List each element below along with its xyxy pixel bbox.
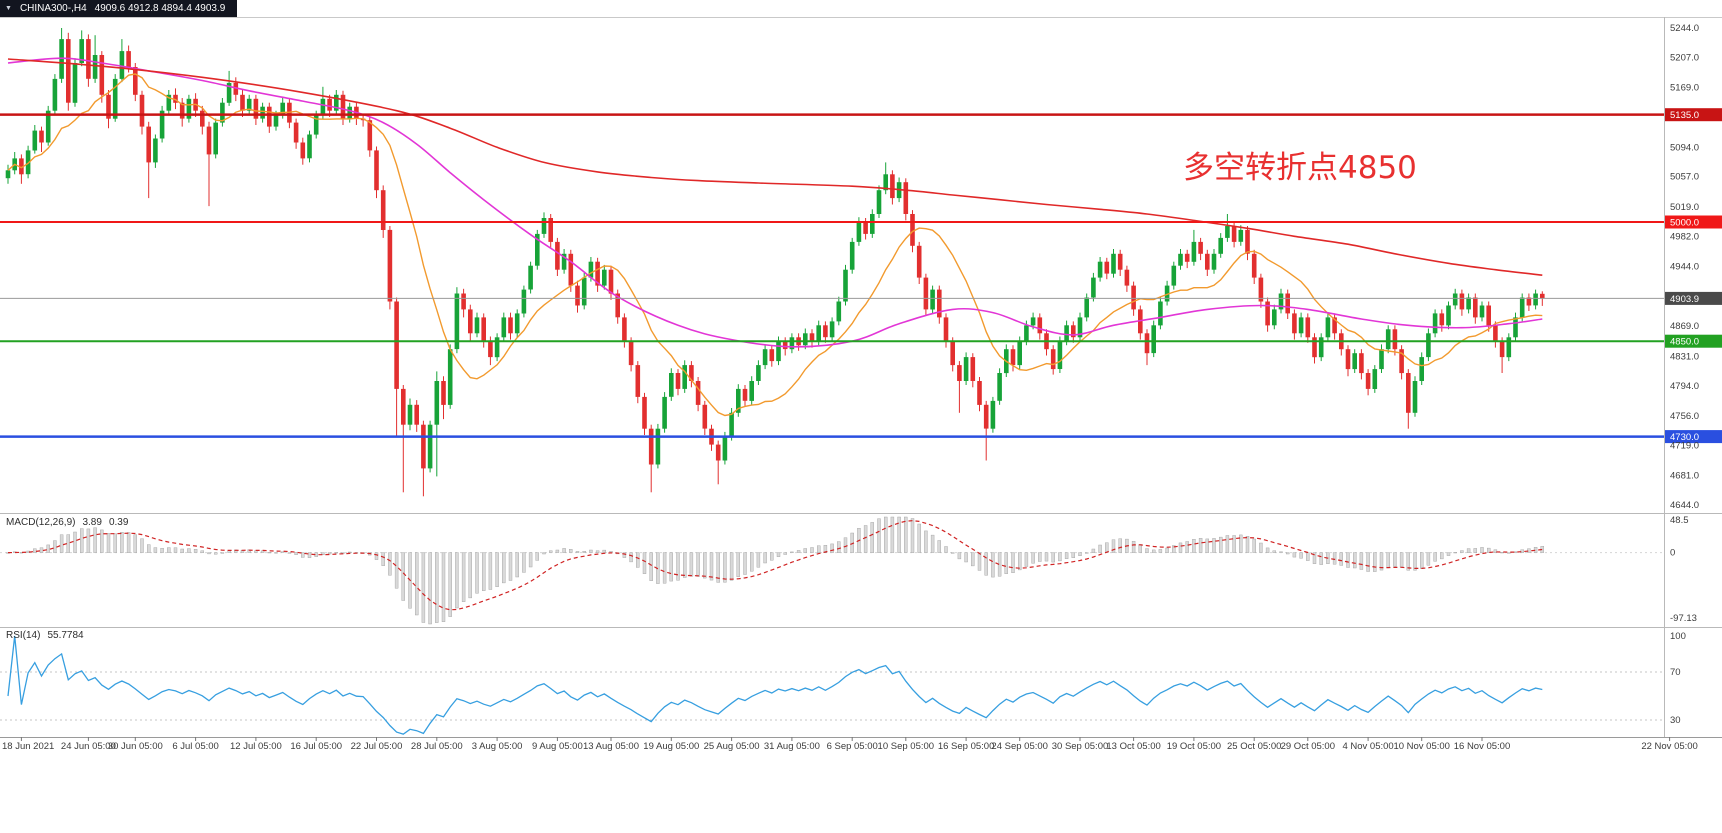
price-tick: 5094.0 xyxy=(1670,142,1699,153)
price-level-tag xyxy=(1665,215,1722,229)
date-tick: 12 Jul 05:00 xyxy=(230,741,282,752)
ma-red-long xyxy=(7,58,1543,276)
ohlc-readout: 4909.6 4912.8 4894.4 4903.9 xyxy=(94,3,226,14)
symbol-timeframe-label: CHINA300-,H4 xyxy=(19,3,87,14)
rsi-value: 55.7784 xyxy=(47,630,84,641)
macd-scale-tick: 0 xyxy=(1670,548,1675,559)
rsi-scale-tick: 30 xyxy=(1670,715,1681,726)
date-tick: 13 Aug 05:00 xyxy=(583,741,639,752)
date-tick: 16 Nov 05:00 xyxy=(1454,741,1511,752)
price-tick: 5169.0 xyxy=(1670,83,1699,94)
date-tick: 16 Sep 05:00 xyxy=(938,741,995,752)
date-tick: 24 Sep 05:00 xyxy=(991,741,1048,752)
date-tick: 9 Aug 05:00 xyxy=(532,741,583,752)
price-level-tag xyxy=(1665,334,1722,348)
price-tick: 4681.0 xyxy=(1670,471,1699,482)
macd-signal-value: 0.39 xyxy=(108,517,129,528)
rsi-panel: 100 70 30 xyxy=(0,631,1686,735)
macd-main-value: 3.89 xyxy=(82,517,102,528)
price-tick: 4982.0 xyxy=(1670,231,1699,242)
date-tick: 25 Aug 05:00 xyxy=(704,741,760,752)
price-level-tag-label: 5135.0 xyxy=(1670,110,1699,121)
price-tick: 4944.0 xyxy=(1670,262,1699,273)
date-tick: 3 Aug 05:00 xyxy=(472,741,523,752)
date-tick: 19 Oct 05:00 xyxy=(1167,741,1221,752)
current-price-tag-label: 4903.9 xyxy=(1670,294,1699,305)
date-tick: 29 Oct 05:00 xyxy=(1281,741,1335,752)
date-tick: 30 Jun 05:00 xyxy=(108,741,163,752)
price-tick: 4644.0 xyxy=(1670,500,1699,511)
price-level-tag xyxy=(1665,430,1722,444)
panel-borders xyxy=(0,17,1722,738)
macd-signal-line xyxy=(7,520,1543,611)
price-level-tag-label: 4850.0 xyxy=(1670,337,1699,348)
price-level-tag-label: 5000.0 xyxy=(1670,218,1699,229)
date-tick: 10 Nov 05:00 xyxy=(1393,741,1450,752)
price-tick: 5244.0 xyxy=(1670,23,1699,34)
price-lines-layer: 5135.0 5000.0 4850.0 4730.0 4903.9 xyxy=(0,108,1722,444)
date-tick: 22 Nov 05:00 xyxy=(1641,741,1698,752)
price-tick: 4831.0 xyxy=(1670,351,1699,362)
symbol-info-box[interactable]: ▼ CHINA300-,H4 4909.6 4912.8 4894.4 4903… xyxy=(0,0,238,17)
moving-averages-layer xyxy=(7,57,1543,417)
price-level-tag-label: 4730.0 xyxy=(1670,432,1699,443)
date-tick: 30 Sep 05:00 xyxy=(1052,741,1109,752)
price-tick: 4756.0 xyxy=(1670,411,1699,422)
rsi-scale-tick: 70 xyxy=(1670,667,1681,678)
macd-panel: 48.5 0 -97.13 xyxy=(0,515,1697,625)
candles-layer xyxy=(5,28,1545,497)
date-tick: 24 Jun 05:00 xyxy=(61,741,116,752)
date-tick: 31 Aug 05:00 xyxy=(764,741,820,752)
rsi-line xyxy=(7,635,1543,735)
rsi-indicator-label: RSI(14) xyxy=(6,630,41,641)
price-tick: 5019.0 xyxy=(1670,202,1699,213)
date-tick: 28 Jul 05:00 xyxy=(411,741,463,752)
date-tick: 25 Oct 05:00 xyxy=(1227,741,1281,752)
symbol-dropdown-icon[interactable]: ▼ xyxy=(5,5,12,12)
macd-indicator-label: MACD(12,26,9) xyxy=(6,517,76,528)
price-tick: 4869.0 xyxy=(1670,321,1699,332)
date-tick: 16 Jul 05:00 xyxy=(290,741,342,752)
ma-magenta xyxy=(7,57,1543,348)
date-tick: 10 Sep 05:00 xyxy=(878,741,935,752)
price-tick: 4719.0 xyxy=(1670,440,1699,451)
current-price-tag xyxy=(1665,291,1722,305)
price-tick: 4794.0 xyxy=(1670,381,1699,392)
date-tick: 22 Jul 05:00 xyxy=(351,741,403,752)
annotation-text: 多空转折点4850 xyxy=(1183,150,1417,186)
date-tick: 19 Aug 05:00 xyxy=(643,741,699,752)
date-tick: 6 Sep 05:00 xyxy=(827,741,878,752)
chart-info-bar: ▼ CHINA300-,H4 4909.6 4912.8 4894.4 4903… xyxy=(0,0,238,17)
date-tick: 18 Jun 2021 xyxy=(2,741,54,752)
date-tick: 4 Nov 05:00 xyxy=(1342,741,1393,752)
date-tick: 6 Jul 05:00 xyxy=(172,741,218,752)
macd-scale-tick: 48.5 xyxy=(1670,515,1689,526)
price-level-tag xyxy=(1665,108,1722,122)
date-tick: 13 Oct 05:00 xyxy=(1106,741,1160,752)
price-axis[interactable]: 5244.0 5207.0 5169.0 5094.0 5057.0 5019.0 4982… xyxy=(1670,23,1699,511)
ma-orange xyxy=(7,73,1543,417)
price-tick: 5057.0 xyxy=(1670,172,1699,183)
rsi-label-row: RSI(14) 55.7784 xyxy=(6,630,84,641)
price-tick: 5207.0 xyxy=(1670,52,1699,63)
macd-scale-tick: -97.13 xyxy=(1670,613,1697,624)
rsi-scale-tick: 100 xyxy=(1670,631,1686,642)
macd-label-row: MACD(12,26,9) 3.89 0.39 xyxy=(6,517,128,528)
